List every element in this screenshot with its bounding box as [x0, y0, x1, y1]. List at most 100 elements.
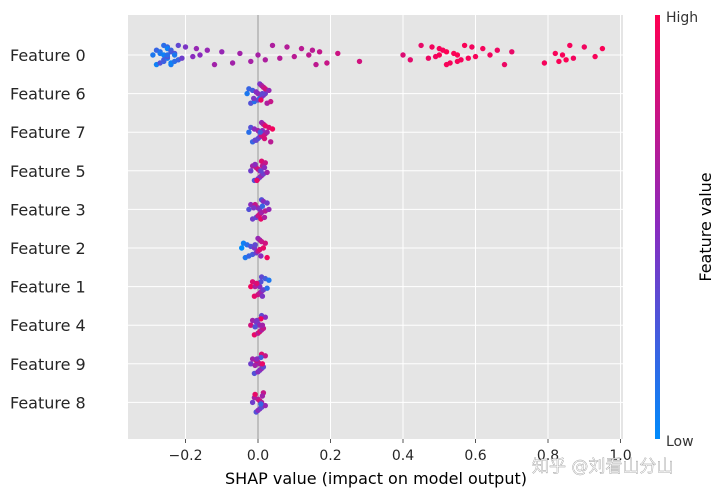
- shap-point: [262, 314, 268, 320]
- watermark: 知乎 @刘看山分山: [532, 457, 673, 477]
- shap-point: [252, 391, 258, 398]
- shap-point: [264, 254, 270, 261]
- feature-label: Feature 4: [10, 316, 86, 335]
- shap-point: [237, 50, 243, 57]
- shap-point: [164, 52, 171, 58]
- shap-point: [599, 45, 606, 52]
- shap-point: [268, 139, 274, 145]
- shap-point: [418, 42, 424, 49]
- shap-point: [259, 203, 266, 209]
- shap-point: [429, 44, 435, 50]
- shap-point: [262, 353, 268, 359]
- shap-point: [443, 49, 450, 55]
- shap-point: [254, 317, 260, 324]
- shap-point: [260, 245, 267, 251]
- shap-point: [262, 240, 268, 246]
- shap-point: [254, 280, 260, 287]
- shap-point: [264, 129, 270, 135]
- shap-point: [259, 393, 266, 399]
- feature-label: Feature 8: [10, 393, 86, 412]
- shap-point: [461, 42, 468, 49]
- feature-label: Feature 2: [10, 239, 86, 258]
- shap-point: [258, 97, 264, 103]
- colorbar-low-label: Low: [666, 434, 694, 450]
- shap-point: [570, 55, 577, 61]
- shap-point: [254, 356, 260, 362]
- shap-point: [472, 53, 479, 60]
- shap-point: [253, 89, 259, 95]
- shap-point: [259, 322, 266, 328]
- shap-point: [324, 60, 330, 66]
- shap-point: [150, 52, 156, 58]
- shap-point: [269, 126, 276, 132]
- data-points: [150, 42, 606, 415]
- x-tick-label: −0.2: [169, 448, 203, 464]
- shap-point: [254, 177, 260, 184]
- shap-point: [252, 137, 258, 143]
- shap-point: [264, 200, 270, 206]
- shap-point: [252, 362, 258, 369]
- shap-point: [262, 402, 268, 409]
- shap-point: [458, 57, 464, 63]
- shap-point: [204, 47, 210, 53]
- shap-point: [252, 161, 258, 168]
- shap-point: [309, 47, 316, 53]
- x-tick-label: 0.2: [319, 448, 341, 464]
- shap-point: [211, 61, 218, 68]
- feature-label: Feature 0: [10, 46, 86, 65]
- shap-point: [266, 206, 272, 213]
- shap-point: [229, 60, 236, 66]
- shap-point: [266, 277, 272, 283]
- shap-point: [197, 52, 203, 58]
- shap-point: [501, 61, 508, 68]
- shap-point: [425, 55, 432, 61]
- shap-point: [248, 58, 254, 65]
- feature-labels: Feature 0 Feature 6 Feature 7 Feature 5 Feat…: [10, 46, 86, 412]
- shap-point: [251, 205, 257, 211]
- shap-point: [171, 52, 178, 58]
- shap-point: [249, 399, 256, 406]
- shap-point: [246, 129, 252, 135]
- shap-point: [454, 52, 461, 58]
- shap-point: [335, 50, 341, 57]
- x-tick-label: 0.8: [537, 448, 559, 464]
- shap-point: [246, 206, 252, 213]
- shap-point: [269, 42, 276, 49]
- shap-point: [251, 95, 257, 102]
- shap-point: [277, 55, 283, 61]
- plot-area: [128, 15, 623, 439]
- shap-point: [559, 52, 566, 58]
- shap-point: [193, 45, 200, 52]
- shap-point: [248, 168, 254, 174]
- shap-point: [400, 52, 406, 58]
- shap-point: [436, 52, 442, 58]
- shap-point: [268, 98, 274, 105]
- colorbar-high-label: High: [666, 10, 698, 26]
- shap-point: [509, 49, 515, 55]
- shap-point: [581, 44, 587, 50]
- shap-point: [248, 361, 254, 367]
- shap-point: [258, 168, 264, 174]
- feature-label: Feature 9: [10, 355, 86, 374]
- x-axis-ticks: −0.2 0.0 0.2 0.4 0.6 0.8 1.0: [169, 439, 632, 464]
- shap-point: [316, 49, 323, 55]
- shap-point: [264, 169, 270, 176]
- shap-point: [356, 58, 363, 65]
- shap-point: [264, 285, 270, 291]
- shap-point: [291, 53, 297, 60]
- shap-point: [190, 53, 196, 60]
- x-tick-label: 0.6: [464, 448, 486, 464]
- colorbar-title: Feature value: [696, 172, 715, 281]
- shap-point: [252, 324, 258, 330]
- shap-point: [259, 293, 266, 299]
- shap-point: [239, 245, 245, 251]
- colorbar: [655, 15, 660, 439]
- shap-point: [259, 361, 266, 367]
- shap-point: [306, 52, 312, 58]
- shap-point: [480, 45, 486, 52]
- x-axis-title: SHAP value (impact on model output): [225, 469, 527, 488]
- shap-point: [258, 253, 264, 259]
- x-tick-label: 0.0: [247, 448, 269, 464]
- shap-point: [182, 44, 189, 50]
